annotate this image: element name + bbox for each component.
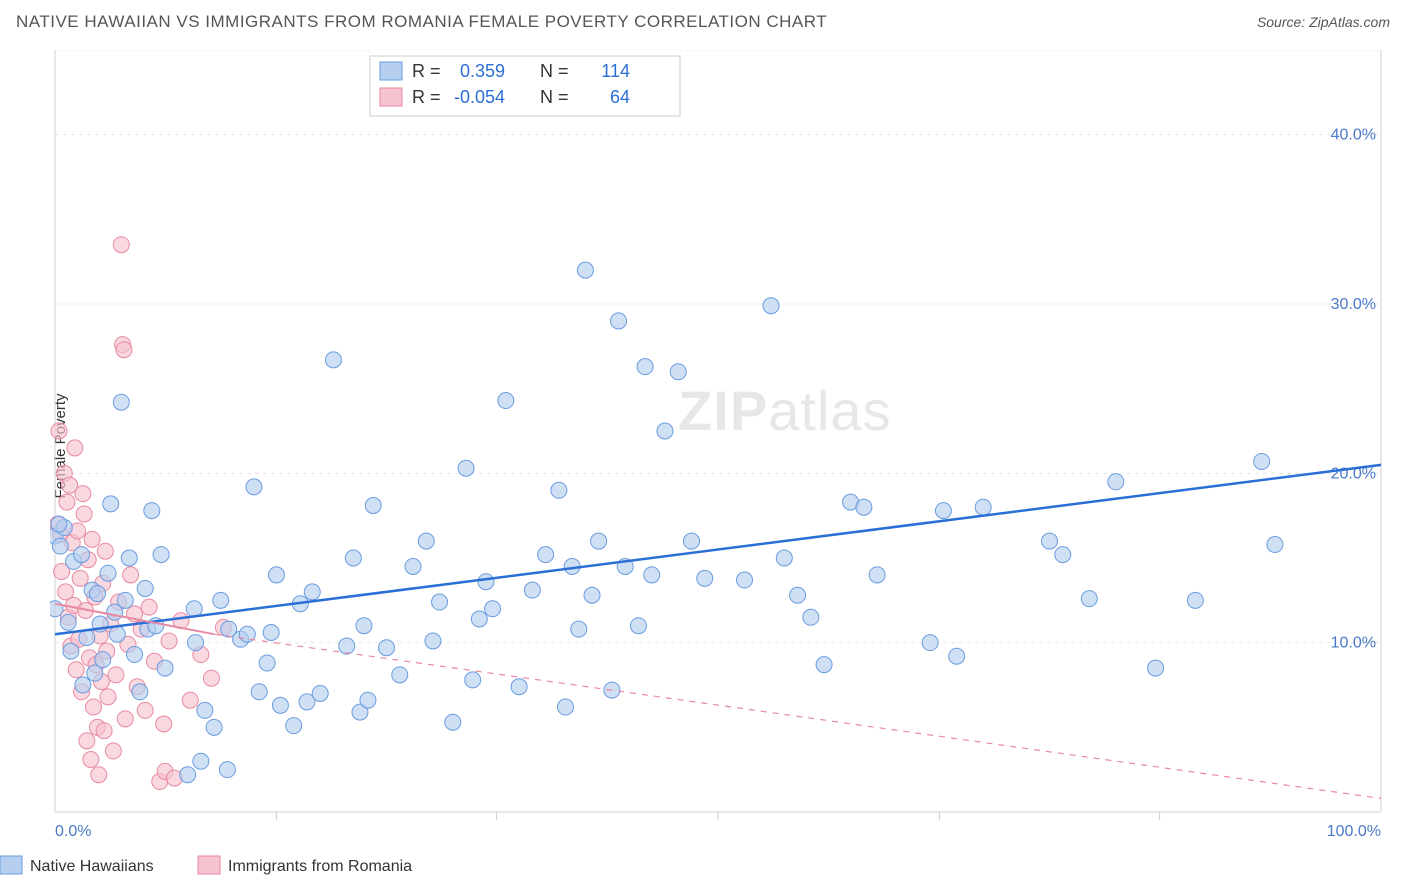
svg-text:N =: N =: [540, 61, 569, 81]
svg-text:0.359: 0.359: [460, 61, 505, 81]
svg-text:64: 64: [610, 87, 630, 107]
scatter-chart: 10.0%20.0%30.0%40.0%0.0%100.0%ZIPatlasR …: [50, 50, 1386, 842]
chart-area: 10.0%20.0%30.0%40.0%0.0%100.0%ZIPatlasR …: [50, 50, 1386, 842]
svg-text:N =: N =: [540, 87, 569, 107]
svg-text:R =: R =: [412, 61, 441, 81]
bottom-legend-svg: Native Hawaiians Immigrants from Romania: [0, 852, 452, 878]
svg-text:10.0%: 10.0%: [1331, 635, 1376, 652]
svg-text:0.0%: 0.0%: [55, 823, 91, 840]
svg-text:Immigrants from Romania: Immigrants from Romania: [228, 858, 412, 875]
svg-text:100.0%: 100.0%: [1327, 823, 1381, 840]
source-label: Source: ZipAtlas.com: [1257, 14, 1390, 30]
svg-text:40.0%: 40.0%: [1331, 127, 1376, 144]
svg-text:Native Hawaiians: Native Hawaiians: [30, 858, 154, 875]
chart-title: NATIVE HAWAIIAN VS IMMIGRANTS FROM ROMAN…: [16, 12, 827, 32]
svg-text:-0.054: -0.054: [454, 87, 505, 107]
svg-text:114: 114: [601, 61, 630, 81]
svg-text:ZIPatlas: ZIPatlas: [678, 379, 891, 442]
header: NATIVE HAWAIIAN VS IMMIGRANTS FROM ROMAN…: [16, 12, 1390, 32]
bottom-legend: Native Hawaiians Immigrants from Romania: [0, 852, 1406, 878]
svg-text:30.0%: 30.0%: [1331, 296, 1376, 313]
svg-text:R =: R =: [412, 87, 441, 107]
